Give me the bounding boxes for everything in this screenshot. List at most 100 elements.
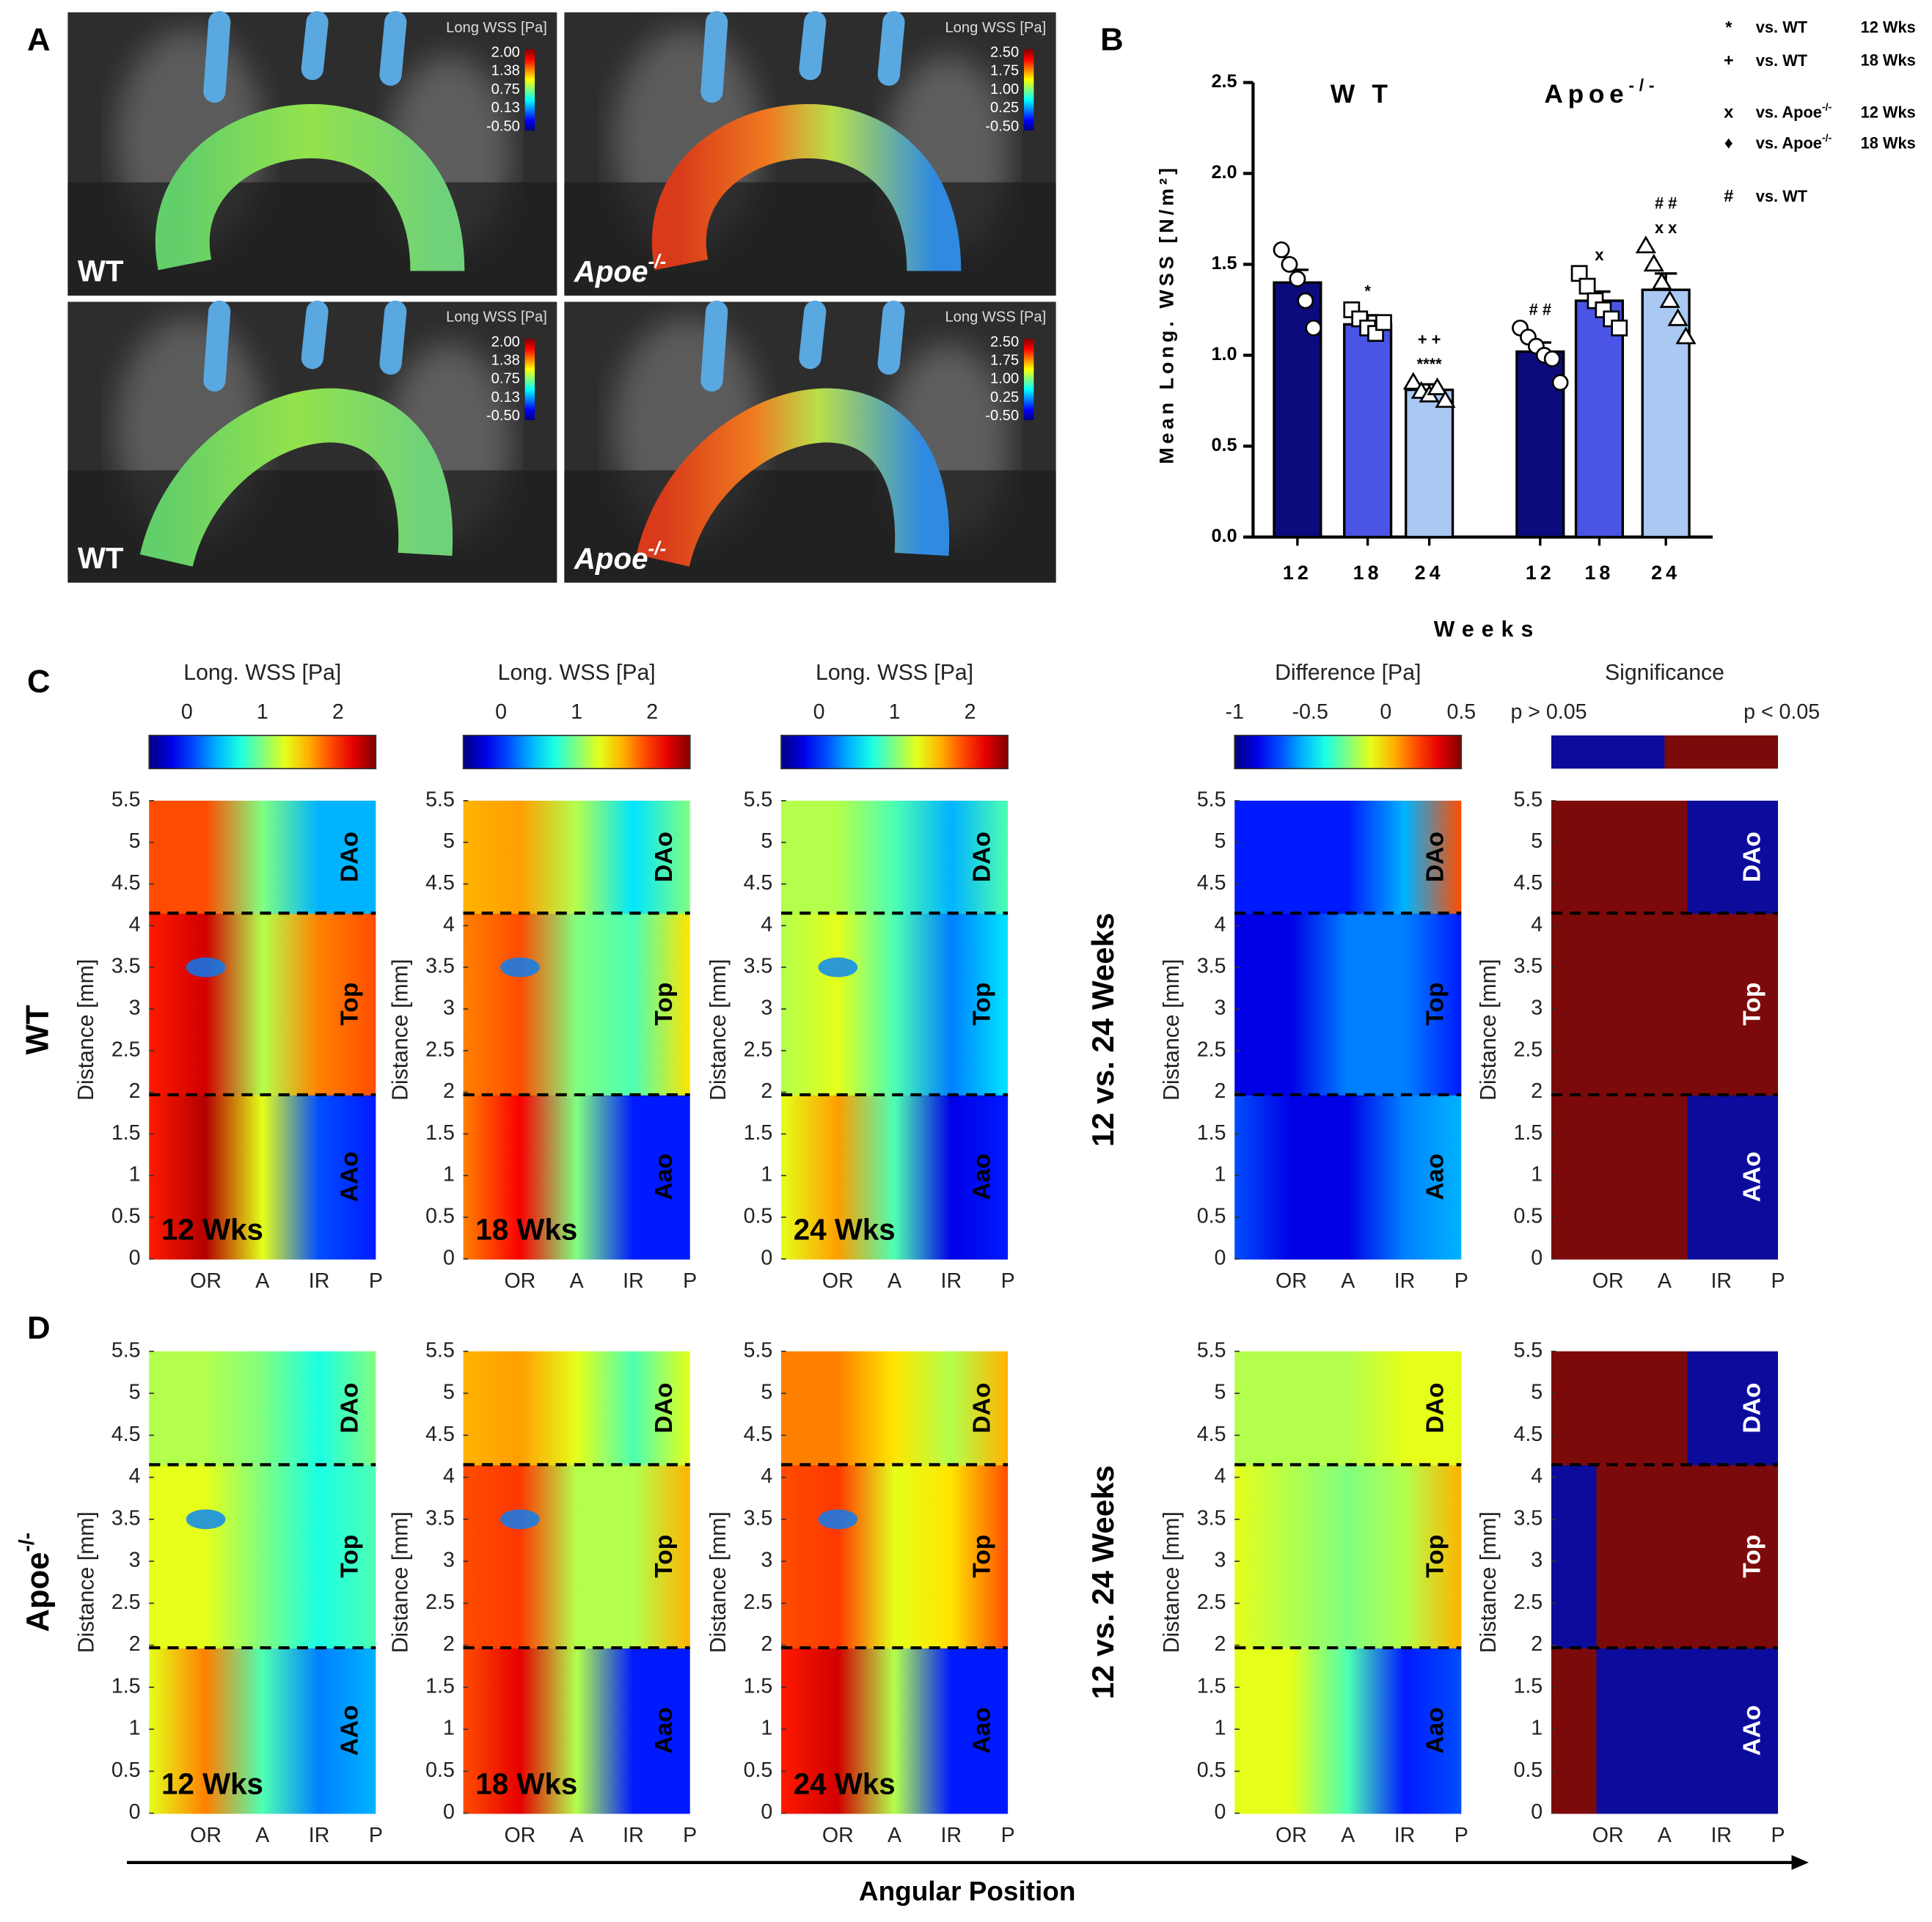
y-tick-label: 3.5 xyxy=(425,955,455,978)
region-label: DAo xyxy=(651,832,678,882)
render-label-sup: -/- xyxy=(648,537,667,559)
colorbar-title: Long. WSS [Pa] xyxy=(498,661,656,685)
y-tick-label: 4.5 xyxy=(425,1423,455,1446)
bar xyxy=(1405,388,1455,539)
colorbar-tick: 0.25 xyxy=(990,100,1019,116)
region-label: Top xyxy=(337,983,364,1026)
y-tick-label: 0.5 xyxy=(744,1758,773,1782)
heatmap-region xyxy=(1234,1094,1462,1260)
y-tick-label: 5.5 xyxy=(744,1338,773,1362)
heatmap-region xyxy=(149,913,376,1096)
y-tick-label: 0 xyxy=(761,1246,772,1269)
colorbar-tick: 2 xyxy=(646,700,658,724)
data-point xyxy=(1435,390,1456,408)
colorbar-tick: 0 xyxy=(181,700,193,724)
region-label: Aao xyxy=(1422,1707,1449,1753)
data-point xyxy=(1375,314,1392,331)
colorbar-tick: p < 0.05 xyxy=(1743,700,1820,724)
colorbar-title: Long WSS [Pa] xyxy=(446,20,547,36)
x-tick-label: A xyxy=(1658,1269,1672,1293)
x-tick-label: IR xyxy=(941,1269,962,1293)
render-label: WT xyxy=(78,255,124,288)
significance-mark: x x xyxy=(1655,219,1677,237)
colorbar-tick: 0 xyxy=(813,700,825,724)
region-label: Aao xyxy=(651,1707,678,1753)
data-point xyxy=(1651,271,1672,290)
legend-text-main: vs. Apoe xyxy=(1756,133,1822,152)
heatmap-region xyxy=(1234,800,1462,914)
x-axis-label: Angular Position xyxy=(859,1877,1076,1907)
y-tick-label: 3 xyxy=(443,1549,455,1572)
render-branch xyxy=(700,300,728,392)
region-label: Top xyxy=(651,1535,678,1578)
x-tick-label: IR xyxy=(309,1824,330,1847)
region-label: AAo xyxy=(337,1705,364,1756)
y-tick-label: 0 xyxy=(1531,1800,1543,1824)
render-branch xyxy=(301,11,329,81)
y-tick-label: 1.5 xyxy=(111,1121,141,1145)
y-tick-label: 5.5 xyxy=(1513,788,1543,811)
y-tick-label: 1 xyxy=(443,1163,455,1186)
data-point xyxy=(1427,377,1448,395)
render-aorta xyxy=(652,103,962,272)
x-tick-label: P xyxy=(683,1824,697,1847)
data-point xyxy=(1578,277,1596,295)
y-tick-label: 5.5 xyxy=(425,1338,455,1362)
render-branch xyxy=(877,300,905,375)
y-tick-label: 0 xyxy=(443,1246,455,1269)
x-tick-label: IR xyxy=(623,1269,644,1293)
y-tick-label: 5.5 xyxy=(1513,1338,1543,1362)
heatmap-region xyxy=(1551,1094,1779,1260)
data-point xyxy=(1611,319,1628,337)
y-axis-label: Distance [mm] xyxy=(1160,959,1184,1101)
y-tick-label: 0 xyxy=(1215,1800,1226,1824)
x-tick-label: A xyxy=(1341,1824,1355,1847)
week-label: 18 Wks xyxy=(475,1767,577,1800)
heatmap-region xyxy=(463,1351,690,1466)
render-label-main: Apoe xyxy=(574,255,648,288)
region-label: DAo xyxy=(1422,832,1449,882)
colorbar-tick: 1.75 xyxy=(990,353,1019,369)
group-label: Apoe-/- xyxy=(1544,76,1659,109)
y-tick-label: 4 xyxy=(129,1464,141,1488)
y-tick-label: 4.5 xyxy=(1197,1423,1226,1446)
y-tick-label: 3 xyxy=(1531,1549,1543,1572)
colorbar-title: Long WSS [Pa] xyxy=(945,309,1046,326)
week-label: 12 Wks xyxy=(161,1767,263,1800)
y-tick-label: 3 xyxy=(129,996,141,1019)
x-tick-label: OR xyxy=(822,1269,854,1293)
colorbar-tick: 0.75 xyxy=(491,371,520,387)
x-tick-label: P xyxy=(1771,1269,1785,1293)
y-tick-label: 5 xyxy=(443,829,455,853)
y-tick-label: 1 xyxy=(1531,1163,1543,1186)
y-tick-label: 3 xyxy=(443,996,455,1019)
week-label: 12 Wks xyxy=(161,1213,263,1246)
region-label: DAo xyxy=(337,832,364,882)
region-label: Top xyxy=(968,983,995,1026)
y-tick-label: 5.5 xyxy=(111,1338,141,1362)
x-tick-label: OR xyxy=(504,1824,535,1847)
significance-mark: + + xyxy=(1418,330,1441,348)
render-branch xyxy=(203,11,231,103)
region-label: Top xyxy=(1422,1535,1449,1578)
y-tick-label: 0 xyxy=(129,1800,141,1824)
legend-symbol: ♦ xyxy=(1724,133,1733,153)
heatmap-region xyxy=(149,1464,376,1648)
legend-text-main: vs. WT xyxy=(1756,51,1808,70)
group-label-sup: -/- xyxy=(1628,76,1659,95)
y-tick-label: 3.5 xyxy=(744,955,773,978)
data-point xyxy=(1643,254,1664,272)
y-tick-label: 0.5 xyxy=(111,1204,141,1228)
y-tick-label: 5.5 xyxy=(1197,1338,1226,1362)
y-tick-label: 2.5 xyxy=(1513,1038,1543,1061)
heatmap-region xyxy=(149,1648,376,1814)
y-tick-label: 1 xyxy=(1215,1163,1226,1186)
legend-weeks: 12 Wks xyxy=(1861,18,1916,36)
colorbar xyxy=(148,735,377,770)
colorbar-tick: 1 xyxy=(889,700,901,724)
x-tick-label: IR xyxy=(1710,1824,1732,1847)
colorbar-title: Long WSS [Pa] xyxy=(945,20,1046,36)
render-branch xyxy=(877,11,905,86)
render-floor xyxy=(67,470,557,583)
x-tick-label: A xyxy=(1341,1269,1355,1293)
